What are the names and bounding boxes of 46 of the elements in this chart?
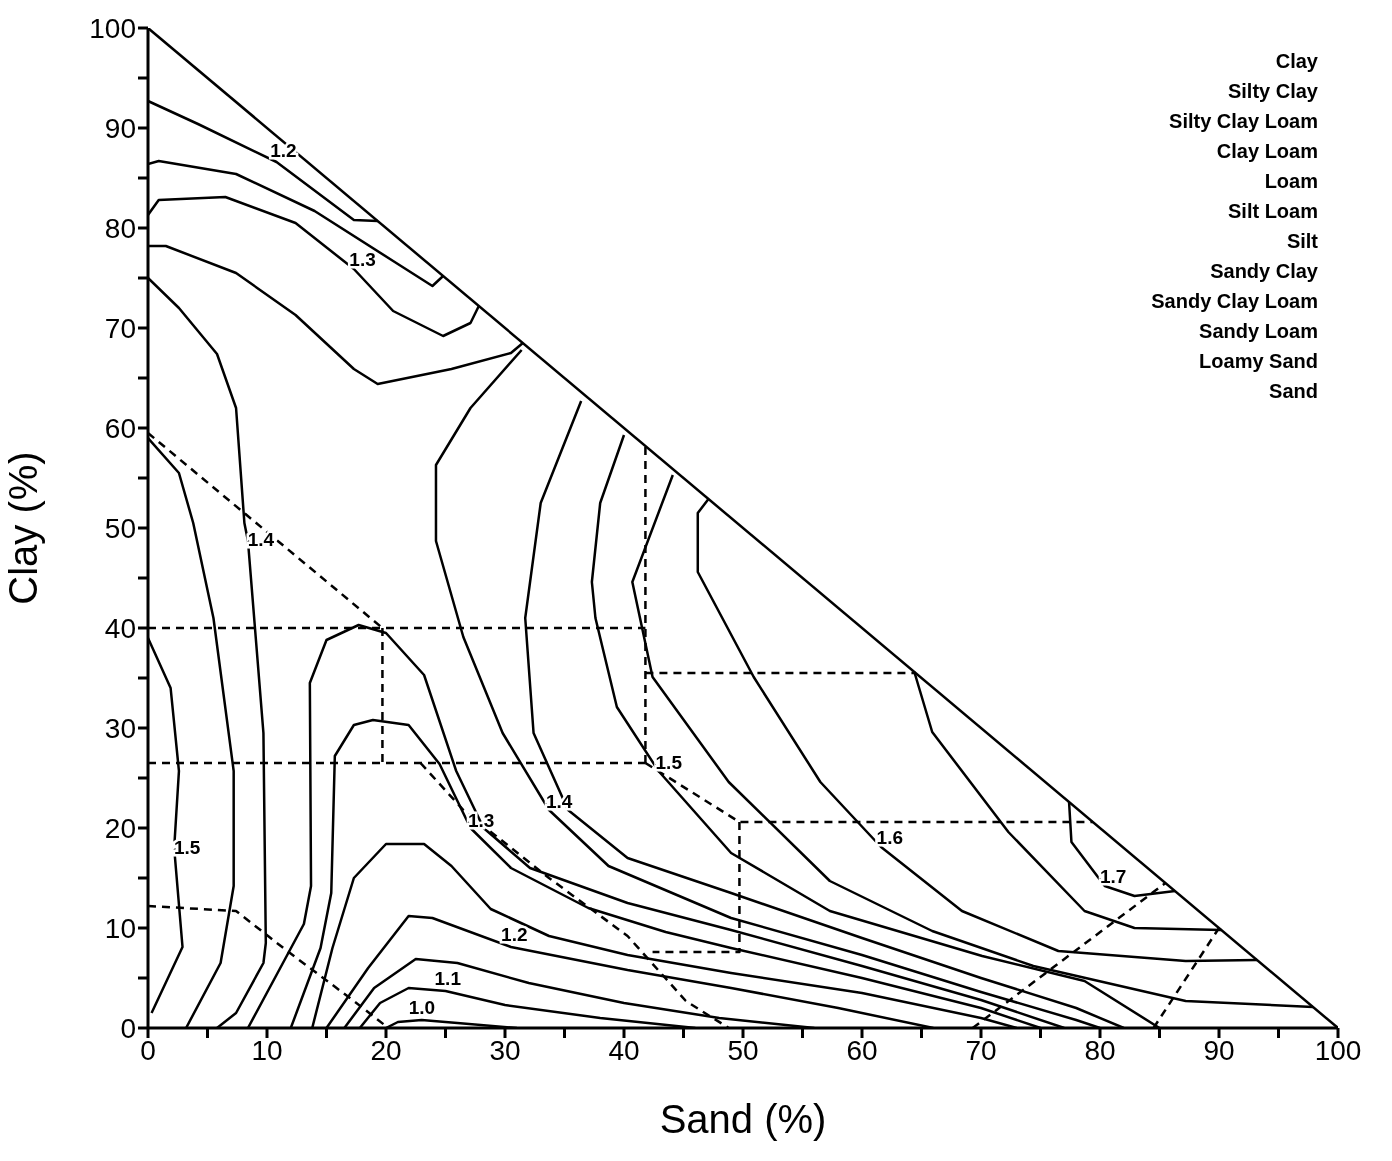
x-tick-label: 20 bbox=[370, 1034, 402, 1066]
annotation: Clay bbox=[1275, 50, 1319, 72]
y-tick-label: 100 bbox=[89, 12, 136, 44]
annotation: Clay Loam bbox=[1216, 140, 1318, 162]
annotation: Sandy Loam bbox=[1199, 320, 1318, 342]
annotation: Silty Clay Loam bbox=[1169, 110, 1318, 132]
y-tick-label: 50 bbox=[104, 512, 136, 544]
y-tick-label: 30 bbox=[104, 712, 136, 744]
x-tick-label: 10 bbox=[251, 1034, 283, 1066]
annotation: Loamy Sand bbox=[1199, 350, 1318, 372]
y-tick-label: 80 bbox=[104, 212, 136, 244]
series-label: 1.4 bbox=[247, 529, 275, 551]
y-tick-label: 40 bbox=[104, 612, 136, 644]
series-label: 1.2 bbox=[270, 140, 297, 162]
y-tick-label: 10 bbox=[104, 912, 136, 944]
annotation: Loam bbox=[1264, 170, 1318, 192]
series-label: 1.2 bbox=[501, 923, 528, 945]
series-label: 1.5 bbox=[173, 837, 201, 859]
series-label: 1.1 bbox=[434, 967, 462, 989]
annotation: Silt Loam bbox=[1227, 200, 1318, 222]
series-label: 1.3 bbox=[349, 248, 376, 270]
x-tick-label: 70 bbox=[965, 1034, 997, 1066]
x-tick-label: 60 bbox=[846, 1034, 878, 1066]
series-label: 1.7 bbox=[1100, 865, 1127, 887]
x-axis-title: Sand (%) bbox=[659, 1097, 827, 1141]
series-label: 1.6 bbox=[876, 826, 904, 848]
annotation: Silty Clay bbox=[1227, 80, 1319, 102]
x-tick-label: 50 bbox=[727, 1034, 759, 1066]
series-label: 1.5 bbox=[655, 752, 683, 774]
y-tick-label: 0 bbox=[120, 1012, 136, 1044]
annotation: Sandy Clay bbox=[1210, 260, 1319, 282]
series-label: 1.0 bbox=[408, 996, 436, 1018]
annotation: Sandy Clay Loam bbox=[1151, 290, 1318, 312]
annotation: Sand bbox=[1269, 380, 1318, 402]
x-tick-label: 40 bbox=[608, 1034, 640, 1066]
y-tick-label: 20 bbox=[104, 812, 136, 844]
annotation: Silt bbox=[1286, 230, 1319, 252]
x-tick-label: 100 bbox=[1314, 1034, 1362, 1066]
y-axis-title: Clay (%) bbox=[1, 451, 46, 605]
x-tick-label: 30 bbox=[489, 1034, 521, 1066]
x-tick-label: 90 bbox=[1203, 1034, 1235, 1066]
y-tick-label: 90 bbox=[104, 112, 136, 144]
y-tick-label: 70 bbox=[104, 312, 136, 344]
x-tick-label: 80 bbox=[1084, 1034, 1116, 1066]
y-tick-label: 60 bbox=[104, 412, 136, 444]
x-tick-label: 0 bbox=[140, 1034, 156, 1066]
